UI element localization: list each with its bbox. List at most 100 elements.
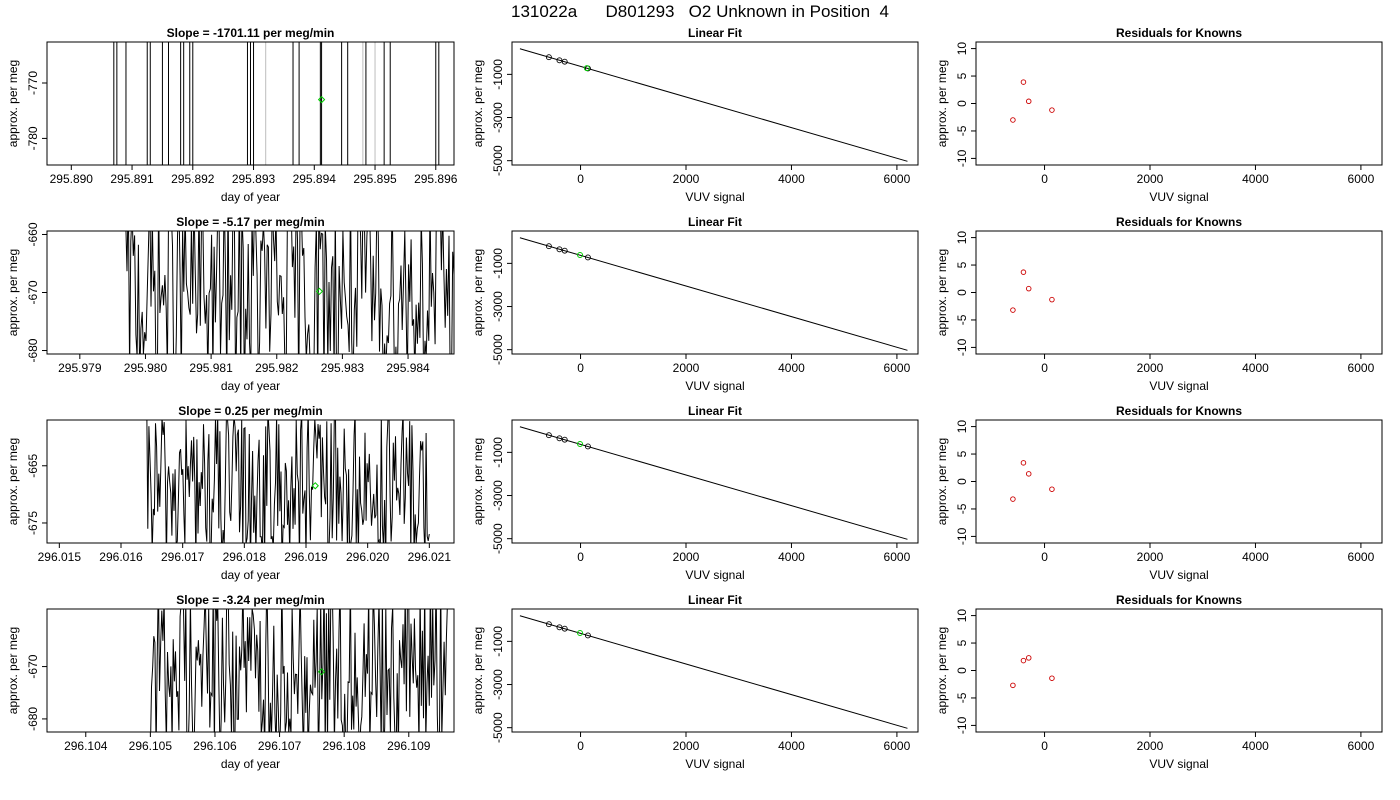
panel-title: Residuals for Knowns xyxy=(1116,593,1242,607)
panel-title: Residuals for Knowns xyxy=(1116,215,1242,229)
plot-frame xyxy=(975,41,1383,166)
y-tick-label: -10 xyxy=(955,149,969,167)
residual-point xyxy=(1020,657,1027,664)
x-tick-label: 296.105 xyxy=(129,739,173,753)
x-tick-label: 0 xyxy=(577,739,584,753)
y-tick-label: -3000 xyxy=(491,669,505,700)
x-axis-label: day of year xyxy=(221,568,280,582)
known-point xyxy=(545,621,552,628)
y-tick-label: -3000 xyxy=(491,291,505,322)
plot-frame xyxy=(46,230,455,355)
x-tick-label: 296.016 xyxy=(99,550,143,564)
x-tick-label: 295.895 xyxy=(353,172,397,186)
x-tick-label: 295.982 xyxy=(255,361,299,375)
x-tick-label: 2000 xyxy=(1137,550,1164,564)
x-tick-label: 0 xyxy=(1041,361,1048,375)
x-tick-label: 295.981 xyxy=(189,361,233,375)
x-tick-label: 4000 xyxy=(1242,172,1269,186)
x-tick-label: 6000 xyxy=(1348,361,1375,375)
fit-line xyxy=(519,615,908,729)
panel-title: Linear Fit xyxy=(688,593,742,607)
residual-point xyxy=(1025,285,1032,292)
y-tick-label: -3000 xyxy=(491,102,505,133)
data-layer xyxy=(519,615,908,729)
y-tick-label: -3000 xyxy=(491,480,505,511)
known-point xyxy=(556,624,563,631)
panel-residuals-row-4: Residuals for Knowns 0 2000 4000 6000 10 5 0 -5 -… xyxy=(935,593,1383,771)
x-tick-label: 2000 xyxy=(673,550,700,564)
y-tick-label: -1000 xyxy=(491,248,505,279)
x-axis-label: VUV signal xyxy=(685,190,744,204)
data-layer xyxy=(519,426,908,540)
y-tick-label: -5000 xyxy=(491,712,505,743)
x-tick-label: 296.020 xyxy=(346,550,390,564)
data-layer xyxy=(519,48,908,162)
known-point xyxy=(584,254,591,261)
x-axis-label: VUV signal xyxy=(685,568,744,582)
x-tick-label: 6000 xyxy=(1348,739,1375,753)
residual-point xyxy=(1010,496,1016,502)
x-axis-label: VUV signal xyxy=(685,379,744,393)
panel-residuals-row-2: Residuals for Knowns 0 2000 4000 6000 10 5 0 -5 -… xyxy=(935,215,1383,393)
x-tick-label: 296.017 xyxy=(161,550,205,564)
trace-series xyxy=(150,609,448,732)
known-point xyxy=(556,435,563,442)
residual-point xyxy=(1025,655,1032,661)
x-axis-label: VUV signal xyxy=(685,757,744,771)
panel-linear_fit-row-4: Linear Fit 0 2000 4000 6000 -1000 -3000 -5000 VU… xyxy=(471,593,919,771)
data-layer xyxy=(1010,269,1055,313)
residual-point xyxy=(1020,269,1027,275)
y-tick-label: 0 xyxy=(955,667,969,674)
y-axis-label: approx. per meg xyxy=(471,627,485,714)
known-point xyxy=(561,58,568,65)
known-point xyxy=(545,54,552,61)
x-tick-label: 2000 xyxy=(673,361,700,375)
panel-linear_fit-row-3: Linear Fit 0 2000 4000 6000 -1000 -3000 -5000 VU… xyxy=(471,404,919,582)
x-tick-label: 4000 xyxy=(778,550,805,564)
figure-title: 131022a D801293 O2 Unknown in Position 4 xyxy=(510,2,890,21)
y-tick-label: 5 xyxy=(955,261,969,268)
panel-residuals-row-3: Residuals for Knowns 0 2000 4000 6000 10 5 0 -5 -… xyxy=(935,404,1383,582)
x-tick-label: 6000 xyxy=(1348,550,1375,564)
plot-frame xyxy=(511,41,919,166)
unknown-point xyxy=(311,482,319,490)
y-tick-label: 0 xyxy=(955,289,969,296)
data-layer xyxy=(150,609,448,732)
y-tick-label: -1000 xyxy=(491,59,505,90)
x-tick-label: 6000 xyxy=(1348,172,1375,186)
y-tick-label: -680 xyxy=(26,707,40,731)
y-tick-label: -10 xyxy=(955,527,969,545)
x-tick-label: 295.893 xyxy=(232,172,276,186)
panel-title: Slope = -5.17 per meg/min xyxy=(176,215,324,229)
known-point xyxy=(561,436,568,443)
y-axis-label: approx. per meg xyxy=(471,438,485,525)
y-axis-label: approx. per meg xyxy=(935,627,949,714)
panel-title: Residuals for Knowns xyxy=(1116,26,1242,40)
plot-frame xyxy=(46,41,455,166)
panel-title: Slope = -1701.11 per meg/min xyxy=(167,26,335,40)
y-tick-label: -5 xyxy=(955,503,969,514)
unknown-point xyxy=(577,629,584,636)
x-tick-label: 0 xyxy=(577,550,584,564)
x-tick-label: 2000 xyxy=(673,739,700,753)
x-tick-label: 4000 xyxy=(1242,739,1269,753)
panel-title: Linear Fit xyxy=(688,215,742,229)
x-tick-label: 295.979 xyxy=(58,361,102,375)
x-tick-label: 296.019 xyxy=(284,550,328,564)
residual-point xyxy=(1049,486,1055,492)
y-tick-label: 10 xyxy=(955,609,969,623)
known-point xyxy=(561,625,568,632)
plot-frame xyxy=(46,419,455,544)
x-tick-label: 4000 xyxy=(778,172,805,186)
plot-frame xyxy=(511,230,919,355)
panel-title: Linear Fit xyxy=(688,26,742,40)
y-tick-label: 10 xyxy=(955,42,969,56)
data-layer xyxy=(1010,655,1055,689)
y-axis-label: approx. per meg xyxy=(6,60,20,147)
y-tick-label: -1000 xyxy=(491,437,505,468)
y-tick-label: -680 xyxy=(26,338,40,362)
y-axis-label: approx. per meg xyxy=(935,249,949,336)
y-axis-label: approx. per meg xyxy=(6,438,20,525)
